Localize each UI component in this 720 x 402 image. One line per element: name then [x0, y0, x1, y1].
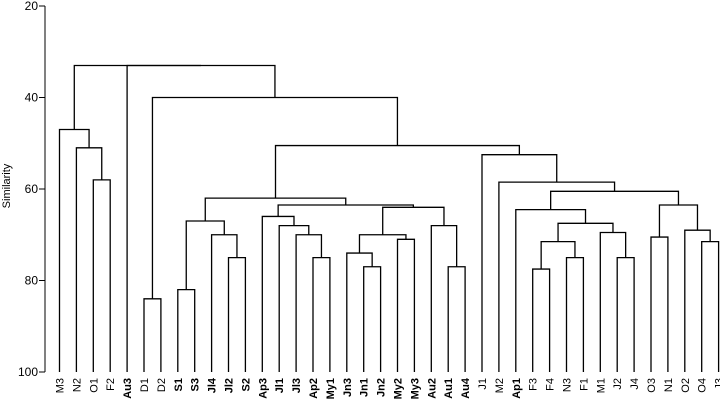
leaf-label-j3: J3: [714, 378, 720, 390]
leaf-label-au4: Au4: [460, 377, 472, 399]
leaf-label-ap2: Ap2: [308, 378, 320, 399]
dendrogram-link: [312, 256, 331, 372]
leaf-label-au1: Au1: [443, 378, 455, 399]
leaf-label-m1: M1: [595, 378, 607, 393]
leaf-label-jn1: Jn1: [359, 378, 371, 397]
leaf-label-jn2: Jn2: [376, 378, 388, 397]
dendrogram-link: [515, 208, 587, 372]
dendrogram-link: [261, 215, 295, 372]
dendrogram-link: [346, 252, 373, 372]
dendrogram-link: [684, 229, 711, 372]
dendrogram-link: [126, 64, 276, 372]
leaf-label-f2: F2: [105, 378, 117, 391]
dendrogram-link: [278, 224, 310, 372]
leaf-label-d2: D2: [156, 378, 168, 392]
leaf-label-o1: O1: [88, 378, 100, 393]
dendrogram-link: [565, 256, 585, 372]
dendrogram-link: [599, 231, 627, 372]
dendrogram-link: [210, 234, 238, 372]
leaf-label-o4: O4: [697, 378, 709, 393]
dendrogram-link: [75, 147, 103, 372]
leaf-labels: M3 N2 O1 F2 Au3 D1 D2 S1 S3 Jl4 Jl2 S2 Ap3 Jl1 Jl3 Ap2 M…: [55, 377, 720, 399]
dendrogram-link: [447, 266, 466, 372]
leaf-label-jl1: Jl1: [274, 378, 286, 393]
dendrogram-link: [143, 298, 162, 372]
leaf-label-o2: O2: [680, 378, 692, 393]
leaf-label-au2: Au2: [426, 378, 438, 399]
dendrogram-link: [177, 289, 196, 372]
leaf-label-ap3: Ap3: [257, 378, 269, 399]
leaf-label-n1: N1: [663, 378, 675, 392]
leaf-label-n2: N2: [71, 378, 83, 392]
leaf-label-n3: N3: [562, 378, 574, 392]
dendrogram-link: [185, 220, 225, 290]
dendrogram-branches: [58, 64, 720, 372]
leaf-label-my2: My2: [393, 378, 405, 399]
y-tick-label: 40: [25, 91, 39, 105]
dendrogram-link: [481, 154, 558, 372]
dendrogram-link: [430, 224, 458, 372]
dendrogram-link: [363, 266, 382, 372]
y-tick-label: 80: [25, 274, 39, 288]
leaf-label-my1: My1: [325, 378, 337, 399]
dendrogram-link: [616, 256, 635, 372]
dendrogram-link: [701, 240, 720, 372]
dendrogram-link: [532, 268, 551, 372]
dendrogram-link: [396, 238, 416, 372]
leaf-label-f4: F4: [545, 378, 557, 391]
leaf-label-m3: M3: [55, 378, 67, 393]
leaf-label-j2: J2: [612, 378, 624, 390]
leaf-label-s1: S1: [173, 378, 185, 391]
leaf-label-jl3: Jl3: [291, 378, 303, 393]
dendrogram-link: [274, 144, 521, 199]
dendrogram-link: [557, 222, 614, 242]
y-tick-label: 100: [18, 365, 38, 379]
dendrogram-link: [650, 236, 669, 372]
dendrogram-link: [540, 240, 576, 270]
dendrogram-link: [227, 256, 247, 372]
dendrogram-link: [550, 190, 680, 210]
leaf-label-o3: O3: [646, 378, 658, 393]
y-tick-label: 60: [25, 182, 39, 196]
leaf-label-my3: My3: [409, 378, 421, 399]
y-axis-title: Similarity: [1, 163, 13, 208]
dendrogram-link: [358, 234, 407, 254]
leaf-label-j1: J1: [477, 378, 489, 390]
dendrogram-link: [73, 64, 202, 130]
dendrogram-link: [58, 128, 90, 372]
leaf-label-jl4: Jl4: [207, 377, 219, 393]
dendrogram-link: [295, 234, 323, 372]
y-tick-label: 20: [25, 0, 39, 13]
leaf-label-m2: M2: [494, 378, 506, 393]
dendrogram-link: [382, 206, 445, 235]
leaf-label-f3: F3: [528, 378, 540, 391]
leaf-label-f1: F1: [578, 378, 590, 391]
dendrogram-link: [658, 204, 699, 238]
dendrogram-link: [204, 197, 347, 222]
leaf-label-j4: J4: [629, 378, 641, 390]
leaf-label-au3: Au3: [122, 378, 134, 399]
leaf-label-s3: S3: [190, 378, 202, 391]
dendrogram-link: [92, 179, 111, 372]
y-axis: 20 40 60 80 100: [18, 0, 46, 379]
leaf-label-ap1: Ap1: [511, 378, 523, 399]
leaf-label-jn3: Jn3: [342, 378, 354, 397]
leaf-label-jl2: Jl2: [224, 378, 236, 393]
leaf-label-s2: S2: [240, 378, 252, 391]
leaf-label-d1: D1: [139, 378, 151, 392]
